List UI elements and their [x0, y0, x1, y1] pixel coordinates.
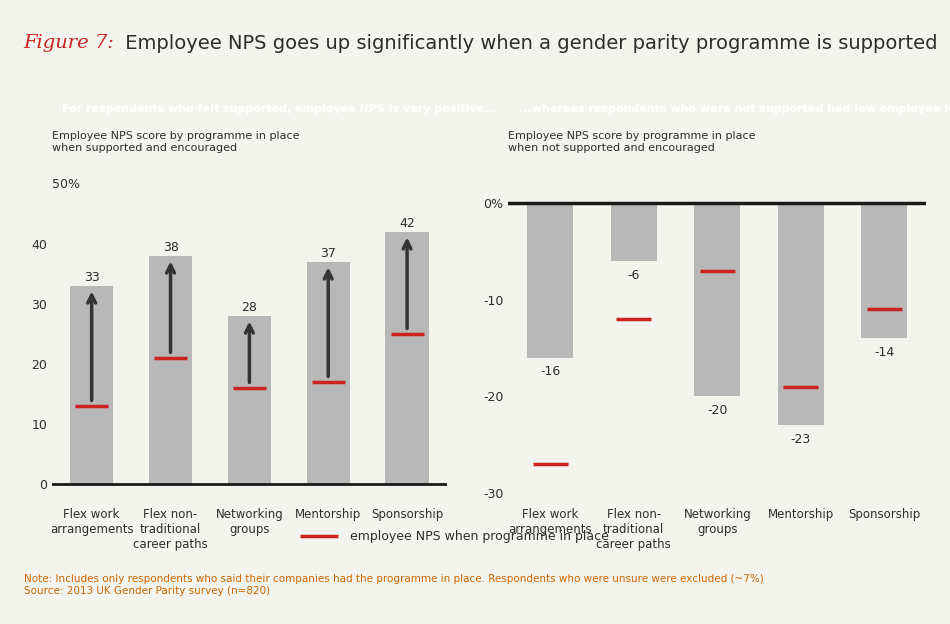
- Text: 33: 33: [84, 271, 100, 284]
- Text: ...whereas respondents who were not supported had low employee NPS: ...whereas respondents who were not supp…: [519, 104, 950, 114]
- Text: -20: -20: [707, 404, 728, 417]
- Bar: [386, 232, 428, 484]
- Text: Figure 7:: Figure 7:: [24, 34, 115, 52]
- Text: 38: 38: [162, 241, 179, 254]
- Text: 50%: 50%: [52, 178, 80, 190]
- Text: employee NPS when programme in place: employee NPS when programme in place: [350, 530, 608, 542]
- Text: Employee NPS goes up significantly when a gender parity programme is supported: Employee NPS goes up significantly when …: [119, 34, 938, 53]
- Text: Employee NPS score by programme in place
when not supported and encouraged: Employee NPS score by programme in place…: [508, 131, 756, 153]
- Bar: [70, 286, 113, 484]
- Bar: [307, 262, 350, 484]
- Bar: [149, 256, 192, 484]
- Text: For respondents who felt supported, employee NPS is very positive...: For respondents who felt supported, empl…: [62, 104, 497, 114]
- Text: Note: Includes only respondents who said their companies had the programme in pl: Note: Includes only respondents who said…: [24, 574, 764, 596]
- Bar: [694, 203, 740, 396]
- Text: 42: 42: [399, 217, 415, 230]
- Text: -6: -6: [627, 269, 640, 282]
- Text: -14: -14: [874, 346, 895, 359]
- Bar: [611, 203, 656, 261]
- Bar: [778, 203, 824, 425]
- Bar: [862, 203, 907, 338]
- Text: Employee NPS score by programme in place
when supported and encouraged: Employee NPS score by programme in place…: [52, 131, 300, 153]
- Text: 37: 37: [320, 246, 336, 260]
- Text: -16: -16: [540, 366, 560, 378]
- Bar: [228, 316, 271, 484]
- Bar: [527, 203, 573, 358]
- Text: -23: -23: [790, 433, 811, 446]
- Text: 28: 28: [241, 301, 257, 314]
